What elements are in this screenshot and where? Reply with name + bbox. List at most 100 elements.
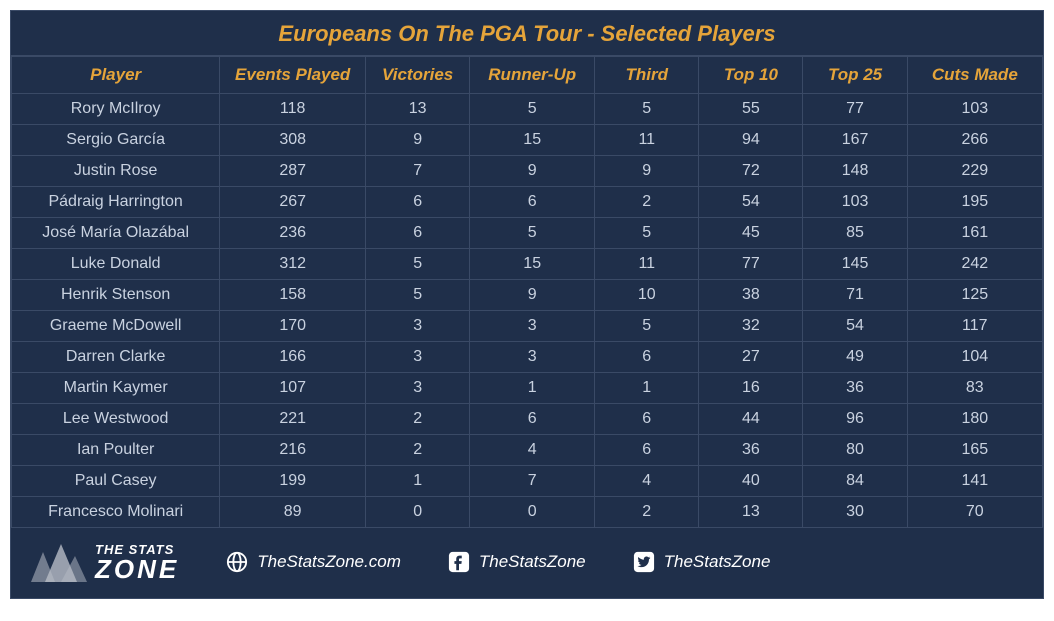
- cell-value: 180: [907, 404, 1042, 435]
- twitter-icon: [632, 550, 656, 574]
- card-footer: THE STATS ZONE TheStatsZone.com TheStats…: [11, 528, 1043, 592]
- cell-player: Justin Rose: [12, 156, 220, 187]
- cell-value: 165: [907, 435, 1042, 466]
- table-row: Henrik Stenson15859103871125: [12, 280, 1043, 311]
- cell-value: 36: [699, 435, 803, 466]
- cell-player: Henrik Stenson: [12, 280, 220, 311]
- cell-value: 170: [220, 311, 366, 342]
- cell-value: 141: [907, 466, 1042, 497]
- cell-value: 49: [803, 342, 907, 373]
- cell-value: 2: [595, 187, 699, 218]
- cell-value: 9: [470, 280, 595, 311]
- col-victories: Victories: [366, 57, 470, 94]
- cell-value: 40: [699, 466, 803, 497]
- cell-value: 221: [220, 404, 366, 435]
- cell-value: 45: [699, 218, 803, 249]
- col-cuts: Cuts Made: [907, 57, 1042, 94]
- cell-value: 3: [470, 342, 595, 373]
- cell-value: 84: [803, 466, 907, 497]
- cell-player: José María Olazábal: [12, 218, 220, 249]
- cell-value: 13: [699, 497, 803, 528]
- cell-value: 5: [470, 218, 595, 249]
- cell-value: 3: [366, 342, 470, 373]
- cell-value: 158: [220, 280, 366, 311]
- cell-value: 242: [907, 249, 1042, 280]
- cell-value: 118: [220, 94, 366, 125]
- cell-value: 11: [595, 249, 699, 280]
- cell-value: 72: [699, 156, 803, 187]
- cell-player: Paul Casey: [12, 466, 220, 497]
- cell-value: 94: [699, 125, 803, 156]
- cell-value: 166: [220, 342, 366, 373]
- cell-value: 10: [595, 280, 699, 311]
- table-row: José María Olazábal2366554585161: [12, 218, 1043, 249]
- cell-value: 1: [366, 466, 470, 497]
- cell-value: 4: [470, 435, 595, 466]
- cell-value: 2: [366, 435, 470, 466]
- cell-value: 32: [699, 311, 803, 342]
- globe-icon: [225, 550, 249, 574]
- cell-value: 71: [803, 280, 907, 311]
- cell-value: 103: [907, 94, 1042, 125]
- cell-value: 80: [803, 435, 907, 466]
- cell-value: 266: [907, 125, 1042, 156]
- col-third: Third: [595, 57, 699, 94]
- stats-table: Player Events Played Victories Runner-Up…: [11, 56, 1043, 528]
- cell-value: 229: [907, 156, 1042, 187]
- brand-logo-mark: [31, 542, 87, 582]
- cell-value: 15: [470, 249, 595, 280]
- table-row: Lee Westwood2212664496180: [12, 404, 1043, 435]
- cell-player: Rory McIlroy: [12, 94, 220, 125]
- facebook-icon: [447, 550, 471, 574]
- cell-value: 148: [803, 156, 907, 187]
- cell-value: 117: [907, 311, 1042, 342]
- cell-value: 0: [470, 497, 595, 528]
- cell-player: Lee Westwood: [12, 404, 220, 435]
- table-row: Darren Clarke1663362749104: [12, 342, 1043, 373]
- stats-card: Europeans On The PGA Tour - Selected Pla…: [10, 10, 1044, 599]
- cell-value: 308: [220, 125, 366, 156]
- cell-value: 38: [699, 280, 803, 311]
- cell-value: 9: [470, 156, 595, 187]
- facebook-text: TheStatsZone: [479, 552, 586, 572]
- cell-value: 2: [595, 497, 699, 528]
- card-title: Europeans On The PGA Tour - Selected Pla…: [11, 11, 1043, 56]
- cell-value: 267: [220, 187, 366, 218]
- cell-value: 83: [907, 373, 1042, 404]
- cell-value: 104: [907, 342, 1042, 373]
- cell-value: 1: [595, 373, 699, 404]
- cell-value: 236: [220, 218, 366, 249]
- website-link[interactable]: TheStatsZone.com: [225, 550, 401, 574]
- cell-value: 7: [366, 156, 470, 187]
- col-player: Player: [12, 57, 220, 94]
- cell-value: 312: [220, 249, 366, 280]
- table-row: Paul Casey1991744084141: [12, 466, 1043, 497]
- cell-player: Graeme McDowell: [12, 311, 220, 342]
- cell-value: 9: [366, 125, 470, 156]
- table-row: Ian Poulter2162463680165: [12, 435, 1043, 466]
- table-row: Graeme McDowell1703353254117: [12, 311, 1043, 342]
- cell-value: 54: [803, 311, 907, 342]
- table-row: Luke Donald3125151177145242: [12, 249, 1043, 280]
- table-header-row: Player Events Played Victories Runner-Up…: [12, 57, 1043, 94]
- cell-value: 195: [907, 187, 1042, 218]
- cell-value: 89: [220, 497, 366, 528]
- cell-player: Ian Poulter: [12, 435, 220, 466]
- cell-value: 5: [470, 94, 595, 125]
- cell-value: 15: [470, 125, 595, 156]
- cell-value: 5: [595, 94, 699, 125]
- facebook-link[interactable]: TheStatsZone: [447, 550, 586, 574]
- cell-value: 44: [699, 404, 803, 435]
- website-text: TheStatsZone.com: [257, 552, 401, 572]
- cell-value: 6: [595, 435, 699, 466]
- twitter-link[interactable]: TheStatsZone: [632, 550, 771, 574]
- cell-value: 6: [595, 342, 699, 373]
- cell-value: 287: [220, 156, 366, 187]
- brand-logo-text: THE STATS ZONE: [95, 543, 179, 582]
- cell-value: 103: [803, 187, 907, 218]
- cell-value: 107: [220, 373, 366, 404]
- cell-value: 54: [699, 187, 803, 218]
- cell-value: 6: [366, 187, 470, 218]
- cell-value: 6: [470, 404, 595, 435]
- col-top10: Top 10: [699, 57, 803, 94]
